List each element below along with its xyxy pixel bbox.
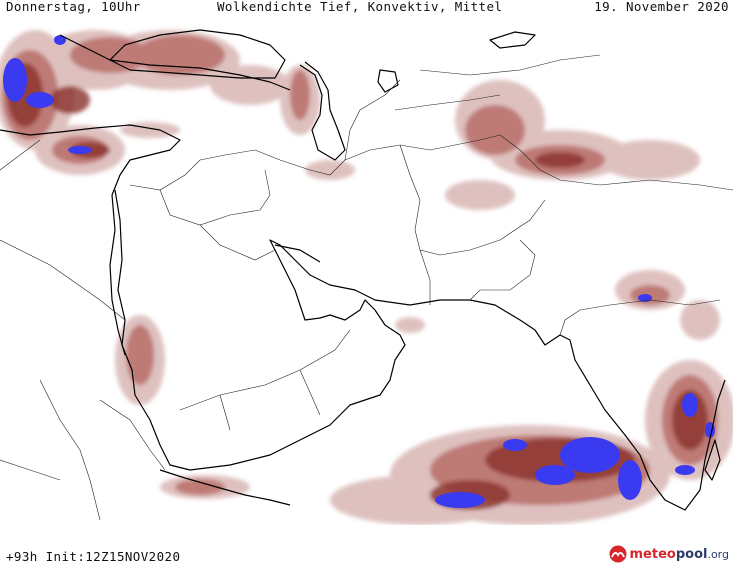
forecast-date: 19. November 2020 [594, 0, 729, 14]
meteopool-logo-icon [609, 545, 626, 563]
coastlines [0, 29, 726, 511]
meteopool-wordmark: meteopool.org [629, 546, 730, 562]
meteopool-logo[interactable]: meteopool.org [609, 545, 730, 563]
forecast-run-info: +93h Init:12Z15NOV2020 [6, 549, 181, 564]
country-borders [0, 54, 733, 521]
map-header: Donnerstag, 10Uhr Wolkendichte Tief, Kon… [0, 0, 733, 20]
forecast-day-time: Donnerstag, 10Uhr [6, 0, 141, 14]
dense-cloud-layer [3, 35, 715, 508]
weather-map [0, 20, 733, 525]
map-footer: +93h Init:12Z15NOV2020 meteopool.org [0, 525, 733, 566]
map-title: Wolkendichte Tief, Konvektiv, Mittel [217, 0, 503, 14]
